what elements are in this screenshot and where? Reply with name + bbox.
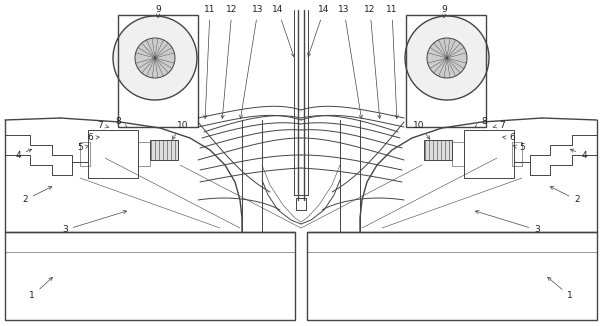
Bar bbox=[5, 232, 295, 320]
Text: 1: 1 bbox=[548, 277, 573, 301]
Text: 5: 5 bbox=[77, 143, 88, 153]
Text: 13: 13 bbox=[240, 6, 264, 118]
Text: 4: 4 bbox=[15, 149, 32, 159]
Bar bbox=[150, 140, 178, 160]
Text: 10: 10 bbox=[413, 121, 430, 139]
Bar bbox=[138, 142, 150, 166]
Text: 10: 10 bbox=[172, 121, 189, 139]
Text: 9: 9 bbox=[441, 6, 447, 18]
Bar bbox=[80, 142, 90, 166]
Text: 3: 3 bbox=[62, 210, 126, 234]
Text: 12: 12 bbox=[364, 6, 381, 118]
Text: 11: 11 bbox=[386, 6, 399, 118]
Circle shape bbox=[113, 16, 197, 100]
Bar bbox=[118, 15, 198, 127]
Text: 14: 14 bbox=[272, 6, 294, 57]
Text: 8: 8 bbox=[474, 117, 487, 127]
Text: 13: 13 bbox=[338, 6, 362, 118]
Bar bbox=[307, 232, 597, 320]
Text: 7: 7 bbox=[494, 121, 505, 129]
Bar bbox=[512, 142, 522, 166]
Bar bbox=[424, 140, 452, 160]
Text: 3: 3 bbox=[476, 210, 540, 234]
Text: 9: 9 bbox=[155, 6, 161, 18]
Text: 1: 1 bbox=[29, 277, 52, 301]
Text: 11: 11 bbox=[203, 6, 216, 118]
Text: 6: 6 bbox=[87, 134, 99, 142]
Circle shape bbox=[427, 38, 467, 78]
Text: 4: 4 bbox=[570, 149, 587, 159]
Bar bbox=[296, 198, 306, 210]
Circle shape bbox=[135, 38, 175, 78]
Circle shape bbox=[405, 16, 489, 100]
Text: 5: 5 bbox=[514, 143, 525, 153]
Text: 2: 2 bbox=[22, 186, 52, 204]
Text: 7: 7 bbox=[97, 121, 108, 129]
Bar bbox=[452, 142, 464, 166]
Bar bbox=[464, 130, 514, 178]
Text: 6: 6 bbox=[503, 134, 515, 142]
Text: 14: 14 bbox=[308, 6, 330, 57]
Text: 12: 12 bbox=[221, 6, 238, 118]
Bar bbox=[88, 130, 138, 178]
Bar bbox=[406, 15, 486, 127]
Text: 8: 8 bbox=[115, 117, 128, 127]
Text: 2: 2 bbox=[550, 186, 580, 204]
